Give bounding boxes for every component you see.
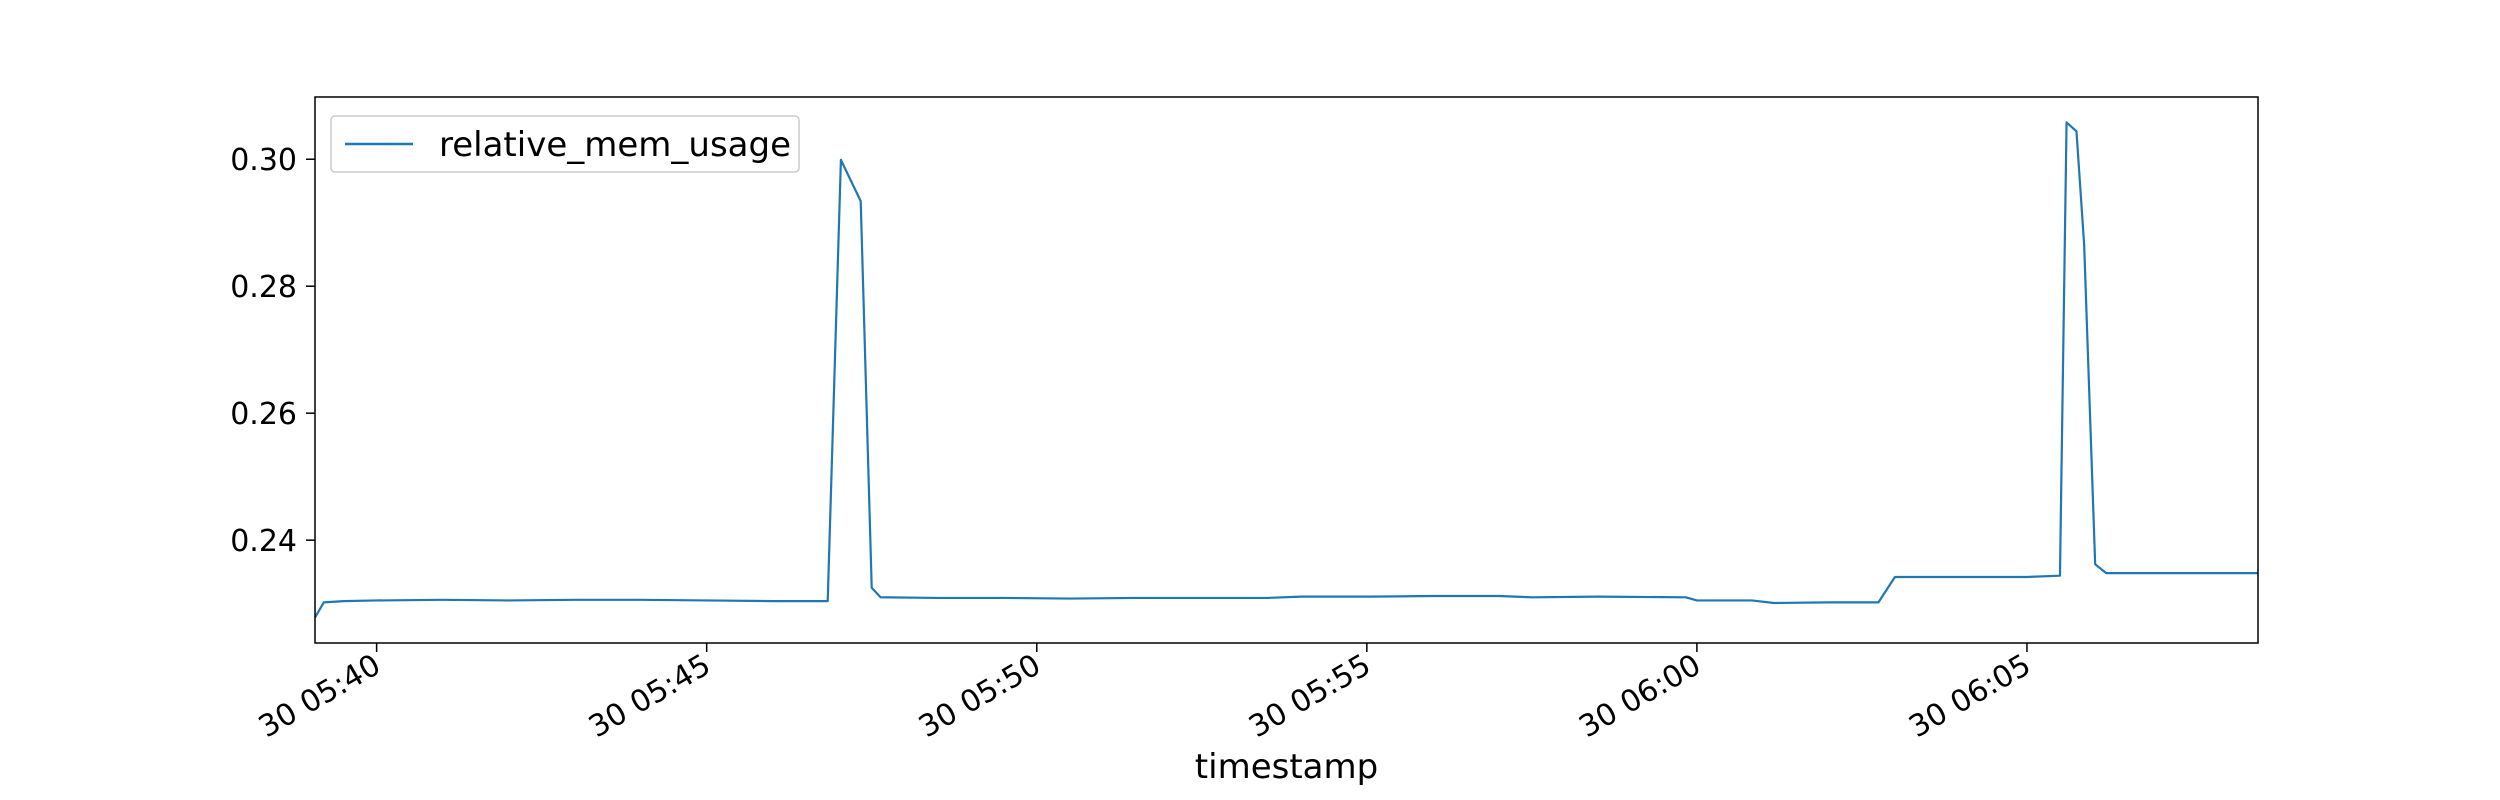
x-tick-label: 30 06:00: [1573, 648, 1707, 745]
series-line-0: [314, 121, 2258, 619]
y-axis: 0.24 0.26 0.28 0.30: [230, 143, 315, 559]
x-tick-label: 30 05:55: [1243, 648, 1377, 745]
y-tick-label: 0.26: [230, 397, 297, 432]
plot-frame: [314, 96, 2259, 644]
x-tick-label: 30 06:05: [1903, 648, 2037, 745]
y-tick-label: 0.28: [230, 270, 297, 305]
legend: relative_mem_usage: [330, 115, 800, 173]
y-tick-label: 0.24: [230, 524, 297, 559]
x-axis: 30 05:40 30 05:45 30 05:50 30 05:55 30 06:00…: [253, 643, 2037, 745]
x-tick-label: 30 05:50: [913, 648, 1047, 745]
plot-content: [314, 121, 2258, 619]
legend-label: relative_mem_usage: [439, 125, 791, 165]
y-tick-label: 0.30: [230, 143, 297, 178]
x-tick-label: 30 05:45: [583, 648, 717, 745]
x-tick-label: 30 05:40: [253, 648, 387, 745]
x-axis-title: timestamp: [1195, 747, 1378, 787]
legend-box: [330, 115, 800, 173]
